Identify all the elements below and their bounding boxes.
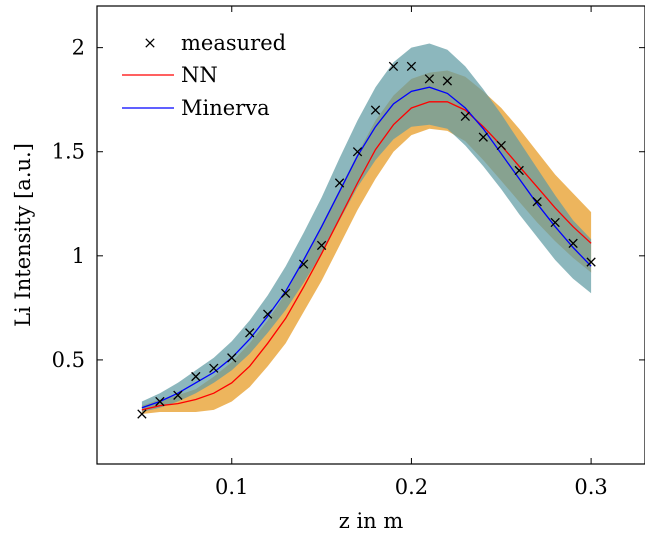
measured-point: [245, 328, 255, 338]
y-tick-label: 1: [72, 244, 85, 268]
measured-point: [334, 178, 345, 188]
legend-label: Minerva: [181, 96, 270, 120]
y-axis-title: Li Intensity [a.u.]: [11, 143, 35, 327]
y-tick-label: 1.5: [52, 140, 85, 164]
x-tick-label: 0.1: [215, 475, 248, 499]
measured-point: [263, 309, 273, 319]
measured-point: [173, 390, 183, 400]
legend: measured NN Minerva: [122, 31, 286, 120]
measured-point: [191, 371, 201, 382]
legend-item-minerva: Minerva: [122, 96, 270, 120]
legend-item-measured: measured: [145, 31, 286, 55]
x-tick-label: 0.2: [395, 475, 428, 499]
y-tick-label: 2: [72, 36, 85, 60]
x-axis-title: z in m: [339, 509, 404, 533]
measured-point: [478, 132, 488, 142]
plot-frame: [96, 5, 645, 465]
measured-point: [227, 353, 237, 363]
measured-point: [155, 396, 165, 407]
measured-point: [280, 288, 291, 298]
measured-point: [298, 259, 309, 269]
measured-point: [586, 257, 596, 267]
y-tick-label: 0.5: [52, 348, 85, 372]
measured-point: [209, 363, 219, 373]
measured-point: [370, 105, 381, 115]
minerva-line: [141, 86, 592, 409]
tick-labels: 0.1 0.2 0.3 0.5 1 1.5 2: [52, 36, 608, 499]
confidence-bands: [141, 43, 592, 414]
nn-line: [141, 101, 592, 411]
measured-point: [352, 147, 363, 157]
measured-point: [460, 111, 470, 121]
x-tick-label: 0.3: [574, 475, 607, 499]
measured-point: [550, 217, 560, 228]
measured-point: [514, 165, 524, 176]
legend-label: NN: [181, 63, 218, 87]
measured-point: [424, 74, 435, 84]
measured-point: [406, 61, 417, 72]
minerva-uncertainty-band: [141, 43, 592, 412]
measured-point: [442, 76, 453, 86]
legend-marker-icon: [145, 38, 155, 48]
legend-label: measured: [181, 31, 286, 55]
measured-point: [568, 238, 578, 248]
axis-ticks: [97, 6, 645, 464]
legend-item-nn: NN: [122, 63, 218, 87]
measured-point: [316, 240, 327, 251]
measured-point: [388, 61, 399, 72]
measured-markers: [137, 61, 596, 419]
measured-point: [496, 140, 506, 151]
series-lines: [141, 86, 592, 411]
measured-point: [532, 197, 542, 207]
measured-point: [137, 409, 147, 419]
